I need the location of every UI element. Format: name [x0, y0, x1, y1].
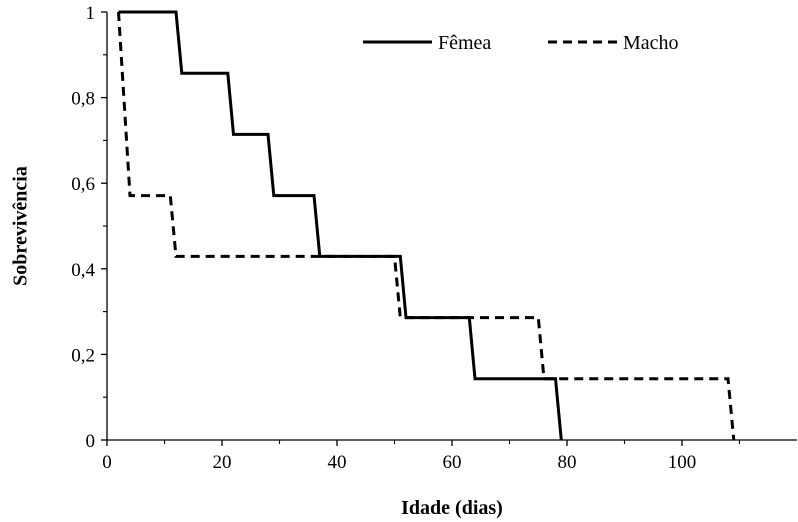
- x-tick-label: 100: [668, 452, 697, 473]
- legend-label-macho: Macho: [623, 32, 679, 54]
- x-ticks: 0 20 40 60 80 100: [102, 440, 741, 473]
- x-tick-label: 60: [443, 452, 462, 473]
- series-line-femea: [118, 10, 563, 441]
- axes: 0 0,2 0,4 0,6 0,8 1 0 20 40 60 80 100: [71, 3, 797, 473]
- legend: Fêmea Macho: [363, 32, 679, 54]
- y-tick-label: 0,2: [71, 345, 95, 366]
- x-tick-label: 20: [213, 452, 232, 473]
- y-tick-label: 0,6: [71, 174, 95, 195]
- x-tick-label: 0: [102, 452, 112, 473]
- x-tick-label: 80: [558, 452, 577, 473]
- y-ticks: 0 0,2 0,4 0,6 0,8 1: [71, 3, 107, 452]
- series-line-macho: [117, 11, 736, 441]
- legend-label-femea: Fêmea: [438, 32, 491, 54]
- x-tick-label: 40: [328, 452, 347, 473]
- y-tick-label: 0,4: [71, 260, 95, 281]
- plot-lines: [117, 10, 736, 441]
- y-tick-label: 0: [86, 431, 96, 452]
- x-axis-title: Idade (dias): [401, 497, 503, 519]
- y-tick-label: 0,8: [71, 89, 95, 110]
- y-axis-title: Sobrevivência: [10, 166, 32, 286]
- y-tick-label: 1: [86, 3, 96, 24]
